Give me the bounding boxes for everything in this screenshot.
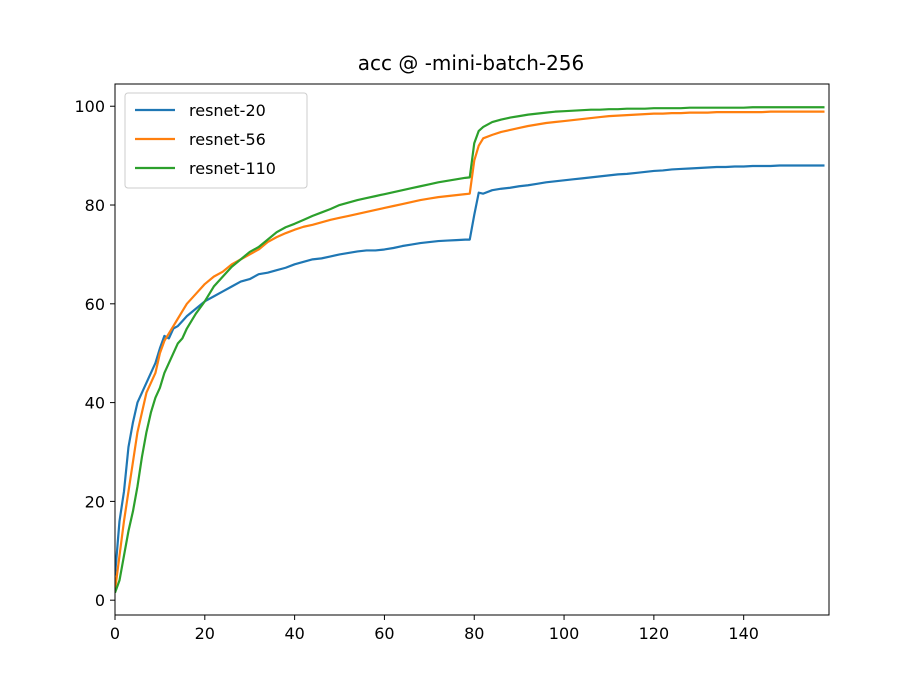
x-tick-label: 120 <box>639 624 670 643</box>
axes-frame <box>114 83 830 616</box>
legend-label: resnet-20 <box>189 101 266 120</box>
x-tick-label: 40 <box>284 624 304 643</box>
y-axis: 0 20 40 60 80 100 <box>74 97 115 610</box>
x-tick-label: 100 <box>549 624 580 643</box>
chart-title: acc @ -mini-batch-256 <box>358 51 585 75</box>
series-line-resnet-110 <box>115 106 825 594</box>
legend-label: resnet-110 <box>189 159 276 178</box>
series-layer <box>115 106 825 594</box>
legend-box <box>124 92 308 189</box>
y-tick-label: 20 <box>85 492 105 511</box>
x-tick-label: 20 <box>195 624 215 643</box>
y-tick-label: 60 <box>85 295 105 314</box>
x-tick-label: 60 <box>374 624 394 643</box>
x-tick-label: 80 <box>464 624 484 643</box>
y-tick-label: 0 <box>95 591 105 610</box>
y-tick-label: 40 <box>85 394 105 413</box>
x-axis: 0 20 40 60 80 100 120 140 <box>110 615 759 643</box>
x-tick-label: 140 <box>728 624 759 643</box>
y-tick-label: 80 <box>85 196 105 215</box>
series-line-resnet-56 <box>115 110 825 591</box>
legend: resnet-20 resnet-56 resnet-110 <box>124 92 308 189</box>
series-line-resnet-20 <box>115 164 825 576</box>
y-tick-label: 100 <box>74 97 105 116</box>
legend-label: resnet-56 <box>189 130 266 149</box>
x-tick-label: 0 <box>110 624 120 643</box>
